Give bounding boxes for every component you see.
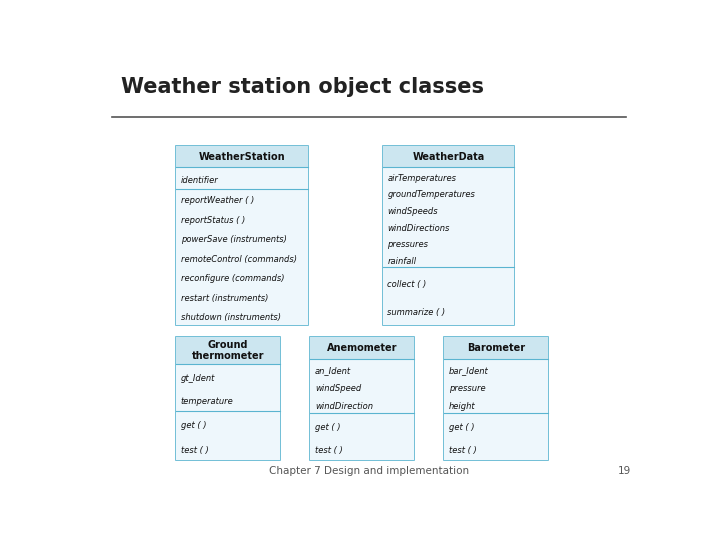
- Text: get ( ): get ( ): [315, 423, 341, 432]
- FancyBboxPatch shape: [444, 413, 548, 460]
- Text: temperature: temperature: [181, 397, 234, 406]
- Text: windSpeed: windSpeed: [315, 384, 361, 393]
- FancyBboxPatch shape: [444, 337, 548, 359]
- FancyBboxPatch shape: [310, 359, 414, 413]
- Text: Anemometer: Anemometer: [327, 343, 397, 353]
- Text: get ( ): get ( ): [181, 421, 207, 430]
- FancyBboxPatch shape: [176, 411, 279, 460]
- FancyBboxPatch shape: [176, 337, 279, 460]
- Text: 19: 19: [618, 467, 631, 476]
- FancyBboxPatch shape: [310, 337, 414, 460]
- FancyBboxPatch shape: [176, 167, 307, 189]
- FancyBboxPatch shape: [310, 413, 414, 460]
- Text: pressure: pressure: [449, 384, 485, 393]
- Text: Chapter 7 Design and implementation: Chapter 7 Design and implementation: [269, 467, 469, 476]
- Text: gt_Ident: gt_Ident: [181, 374, 215, 383]
- Text: Ground
thermometer: Ground thermometer: [192, 340, 264, 361]
- Text: height: height: [449, 402, 475, 411]
- FancyBboxPatch shape: [310, 337, 414, 359]
- Text: windDirection: windDirection: [315, 402, 373, 411]
- Text: test ( ): test ( ): [315, 446, 343, 455]
- Text: Barometer: Barometer: [467, 343, 525, 353]
- Text: test ( ): test ( ): [449, 446, 477, 455]
- Text: get ( ): get ( ): [449, 423, 474, 432]
- FancyBboxPatch shape: [383, 146, 514, 167]
- FancyBboxPatch shape: [176, 146, 307, 325]
- Text: windDirections: windDirections: [387, 224, 450, 233]
- FancyBboxPatch shape: [383, 167, 514, 267]
- Text: an_Ident: an_Ident: [315, 366, 351, 375]
- Text: bar_Ident: bar_Ident: [449, 366, 489, 375]
- FancyBboxPatch shape: [176, 189, 307, 325]
- Text: airTemperatures: airTemperatures: [387, 174, 456, 183]
- Text: WeatherStation: WeatherStation: [199, 152, 285, 161]
- Text: pressures: pressures: [387, 240, 428, 249]
- Text: identifier: identifier: [181, 176, 219, 185]
- FancyBboxPatch shape: [444, 337, 548, 460]
- Text: remoteControl (commands): remoteControl (commands): [181, 255, 297, 264]
- Text: reportStatus ( ): reportStatus ( ): [181, 216, 246, 225]
- Text: collect ( ): collect ( ): [387, 280, 427, 289]
- FancyBboxPatch shape: [176, 337, 279, 364]
- Text: WeatherData: WeatherData: [413, 152, 485, 161]
- FancyBboxPatch shape: [176, 146, 307, 167]
- Text: restart (instruments): restart (instruments): [181, 294, 269, 302]
- Text: windSpeeds: windSpeeds: [387, 207, 438, 216]
- Text: reportWeather ( ): reportWeather ( ): [181, 197, 254, 206]
- Text: groundTemperatures: groundTemperatures: [387, 191, 475, 199]
- Text: shutdown (instruments): shutdown (instruments): [181, 313, 281, 322]
- FancyBboxPatch shape: [444, 359, 548, 413]
- Text: test ( ): test ( ): [181, 446, 209, 455]
- FancyBboxPatch shape: [176, 364, 279, 411]
- FancyBboxPatch shape: [383, 267, 514, 325]
- Text: rainfall: rainfall: [387, 257, 417, 266]
- Text: Weather station object classes: Weather station object classes: [121, 77, 484, 97]
- Text: powerSave (instruments): powerSave (instruments): [181, 235, 287, 244]
- Text: summarize ( ): summarize ( ): [387, 308, 446, 318]
- FancyBboxPatch shape: [383, 146, 514, 325]
- Text: reconfigure (commands): reconfigure (commands): [181, 274, 284, 283]
